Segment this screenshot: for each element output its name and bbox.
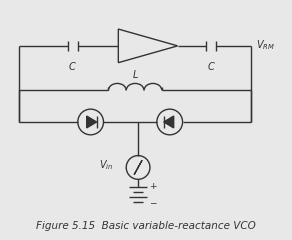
Text: $C$: $C$ [68, 60, 77, 72]
Text: $V_{in}$: $V_{in}$ [99, 159, 113, 172]
Text: $C$: $C$ [207, 60, 215, 72]
Text: Figure 5.15  Basic variable-reactance VCO: Figure 5.15 Basic variable-reactance VCO [36, 221, 256, 231]
Text: +: + [149, 182, 157, 191]
Text: $-$: $-$ [149, 198, 158, 207]
Text: $L$: $L$ [132, 68, 138, 80]
Polygon shape [87, 116, 97, 128]
Polygon shape [164, 116, 174, 128]
Text: $V_{RM}$: $V_{RM}$ [256, 38, 275, 52]
